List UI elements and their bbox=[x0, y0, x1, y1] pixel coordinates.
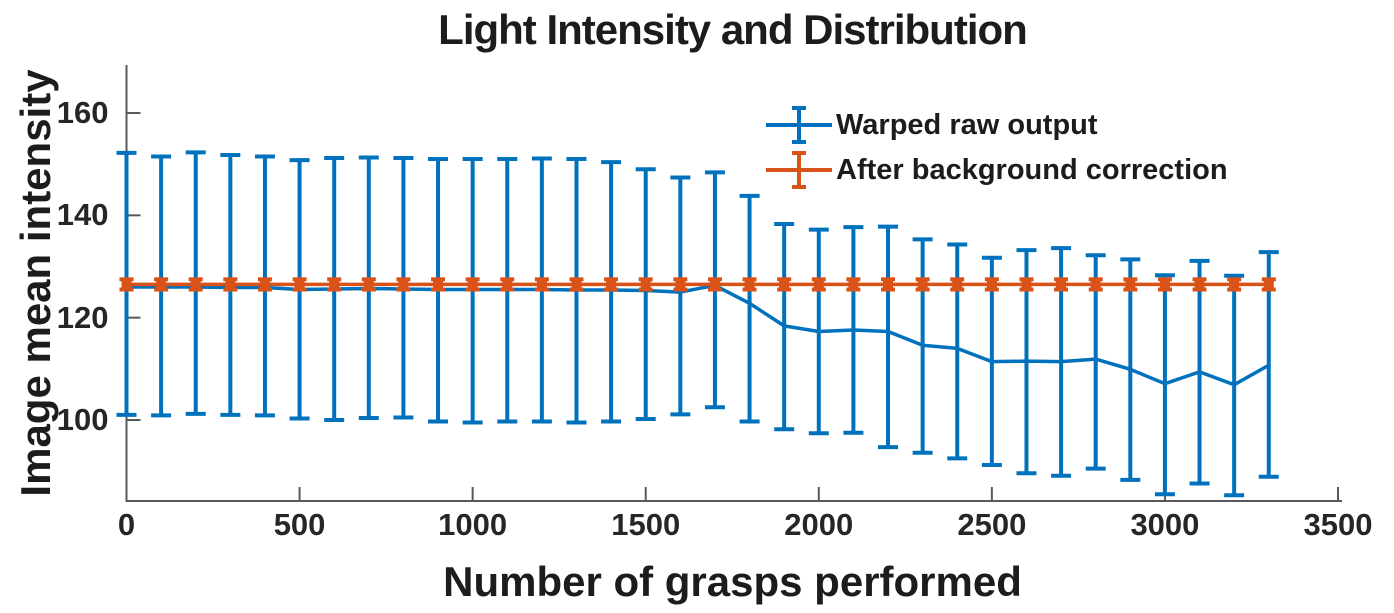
x-axis-label: Number of grasps performed bbox=[443, 558, 1022, 605]
x-tick-label: 2500 bbox=[957, 507, 1027, 542]
x-tick-label: 3000 bbox=[1130, 507, 1200, 542]
errorbar-icon bbox=[766, 106, 832, 144]
legend-label: After background correction bbox=[836, 153, 1228, 186]
legend-label: Warped raw output bbox=[836, 108, 1098, 141]
x-tick-label: 2000 bbox=[784, 507, 854, 542]
y-tick-label: 120 bbox=[56, 299, 109, 335]
square-marker bbox=[329, 279, 340, 290]
square-marker bbox=[813, 279, 824, 290]
square-marker bbox=[156, 279, 167, 290]
x-tick-label: 500 bbox=[273, 507, 326, 542]
square-marker bbox=[952, 279, 963, 290]
square-marker bbox=[1125, 279, 1136, 290]
square-marker bbox=[259, 279, 270, 290]
square-marker bbox=[779, 279, 790, 290]
square-marker bbox=[606, 279, 617, 290]
square-marker bbox=[1021, 279, 1032, 290]
square-marker bbox=[363, 279, 374, 290]
y-tick-label: 140 bbox=[56, 197, 109, 233]
square-marker bbox=[675, 279, 686, 290]
x-tick-label: 0 bbox=[117, 507, 136, 542]
square-marker bbox=[294, 279, 305, 290]
square-marker bbox=[883, 279, 894, 290]
square-marker bbox=[467, 279, 478, 290]
square-marker bbox=[190, 279, 201, 290]
square-marker bbox=[709, 279, 720, 290]
square-marker bbox=[536, 279, 547, 290]
square-marker bbox=[986, 279, 997, 290]
square-marker bbox=[1159, 279, 1170, 290]
square-marker bbox=[225, 279, 236, 290]
legend-item-background-corrected: After background correction bbox=[766, 148, 1228, 192]
square-marker bbox=[433, 279, 444, 290]
legend: Warped raw output After background corre… bbox=[766, 103, 1228, 192]
square-marker bbox=[744, 279, 755, 290]
square-marker bbox=[848, 279, 859, 290]
errorbar-icon bbox=[766, 151, 832, 189]
square-marker bbox=[1229, 279, 1240, 290]
x-tick-label: 1000 bbox=[438, 507, 508, 542]
square-marker bbox=[121, 279, 132, 290]
mean-line-0 bbox=[126, 283, 1270, 387]
y-tick-label: 100 bbox=[56, 402, 109, 437]
x-tick-label: 3500 bbox=[1303, 507, 1373, 542]
square-marker bbox=[1194, 279, 1205, 290]
square-marker bbox=[1263, 279, 1274, 290]
square-marker bbox=[398, 279, 409, 290]
square-marker bbox=[1090, 279, 1101, 290]
legend-item-warped-raw: Warped raw output bbox=[766, 103, 1228, 147]
x-tick-label: 1500 bbox=[611, 507, 681, 542]
square-marker bbox=[571, 279, 582, 290]
square-marker bbox=[640, 279, 651, 290]
square-marker bbox=[917, 279, 928, 290]
square-marker bbox=[1056, 279, 1067, 290]
square-marker bbox=[502, 279, 513, 290]
chart-title: Light Intensity and Distribution bbox=[438, 6, 1028, 53]
y-tick-label: 160 bbox=[56, 95, 109, 130]
